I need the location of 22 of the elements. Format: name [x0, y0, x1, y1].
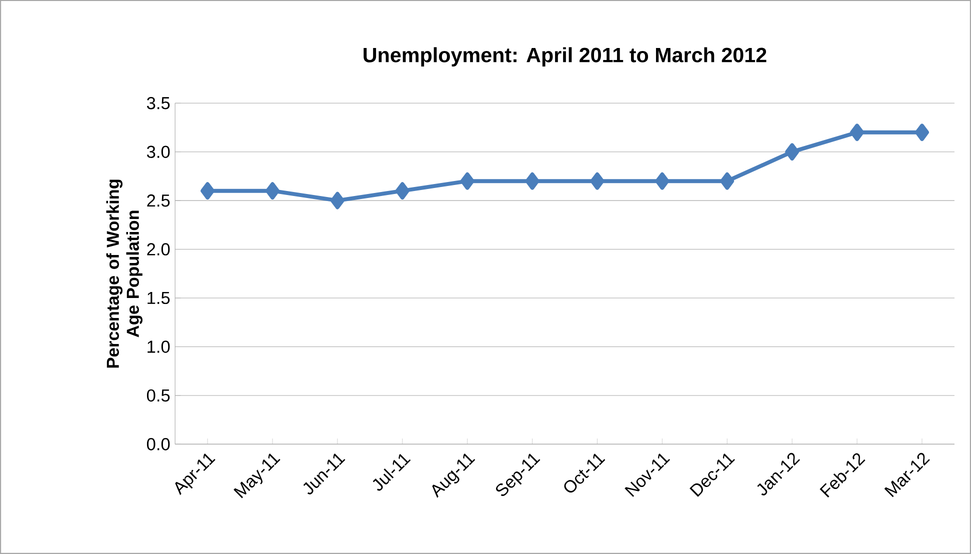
y-tick-label: 2.0: [147, 243, 170, 256]
y-axis-title: Percentage of Working Age Population: [106, 180, 142, 368]
point: [915, 124, 929, 142]
point: [460, 172, 474, 190]
y-tick-label: 3.5: [146, 97, 170, 110]
y-tick-label: 3.0: [146, 146, 170, 158]
point: [785, 143, 800, 161]
point: [720, 172, 734, 190]
y-tick-label: 0.5: [146, 389, 170, 402]
point: [850, 124, 864, 142]
point: [200, 182, 215, 200]
point: [395, 182, 410, 200]
y-tick-label: 0.0: [146, 438, 170, 450]
point: [590, 172, 604, 190]
chart-title: Unemployment: April 2011 to March 2012: [364, 47, 766, 66]
point: [525, 172, 540, 190]
y-tick-label: 1.0: [148, 340, 170, 353]
y-tick-label: 1.5: [148, 292, 170, 304]
point: [655, 172, 670, 190]
point: [330, 192, 344, 210]
point: [266, 182, 280, 200]
y-tick-label: 2.5: [147, 194, 170, 207]
